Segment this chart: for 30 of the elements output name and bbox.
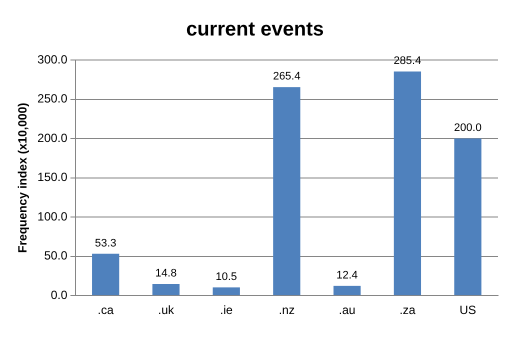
y-axis-title: Frequency index (x10,000) (16, 102, 30, 253)
data-label: 53.3 (94, 237, 116, 250)
y-tick-label: 150.0 (37, 170, 68, 184)
bar (454, 138, 482, 296)
y-tick-label: 250.0 (37, 92, 68, 106)
x-tick-label: .uk (158, 303, 175, 318)
data-label: 14.8 (155, 268, 177, 280)
y-tick-label: 300.0 (37, 52, 68, 66)
bar (394, 71, 422, 296)
bar (334, 286, 361, 296)
chart-title: current events (186, 18, 324, 41)
bar (273, 87, 300, 296)
x-tick-label: .za (399, 303, 416, 318)
x-tick-label: .ie (220, 303, 234, 318)
data-label: 285.4 (394, 54, 422, 67)
bar (152, 284, 180, 296)
data-label: 12.4 (336, 269, 358, 282)
x-tick-label: .au (338, 303, 356, 318)
y-tick-label: 50.0 (44, 248, 68, 263)
x-tick-label: .nz (278, 303, 295, 318)
bar (92, 254, 120, 296)
y-tick-label: 100.0 (37, 209, 68, 224)
x-tick-label: .ca (98, 303, 114, 318)
y-tick-label: 200.0 (37, 130, 68, 145)
bar (212, 287, 240, 296)
data-label: 200.0 (454, 122, 482, 134)
y-tick-label: 0.0 (50, 288, 68, 302)
x-tick-label: US (459, 303, 476, 318)
data-label: 10.5 (216, 270, 238, 283)
data-label: 265.4 (272, 70, 300, 83)
